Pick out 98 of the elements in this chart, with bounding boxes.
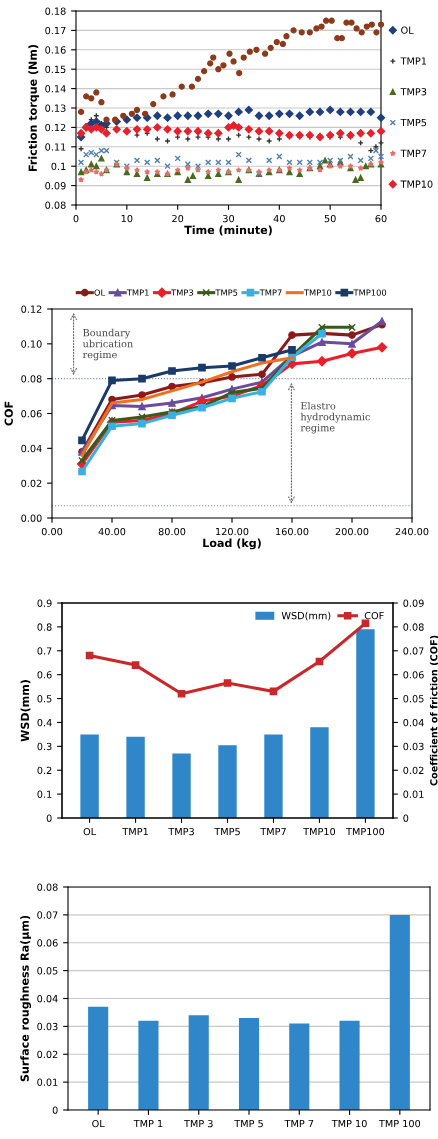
legend-label: TMP1 xyxy=(126,289,149,296)
y-tick-label: 0.6 xyxy=(37,671,52,679)
x-tick-label: 120.00 xyxy=(216,527,249,536)
y-tick-label: 0 xyxy=(46,814,52,822)
x-tick-label: TMP10 xyxy=(303,827,336,836)
legend-label: TMP3 xyxy=(400,88,427,96)
y-tick-label: 0.03 xyxy=(37,1022,58,1031)
y-tick-label: 0.9 xyxy=(37,599,52,607)
y-tick-label: 0.02 xyxy=(37,1050,58,1059)
annotation: Elastro hydrodynamic regime xyxy=(300,401,370,434)
y-tick-label: 0.16 xyxy=(45,46,66,54)
y-tick-label: 0.06 xyxy=(21,409,42,418)
legend-label: TMP5 xyxy=(400,118,427,127)
x-axis-title: Time (minute) xyxy=(184,225,272,236)
legend-label: COF xyxy=(364,611,384,620)
x-tick-label: TMP 7 xyxy=(284,1120,314,1128)
y-axis-title: WSD(mm) xyxy=(20,680,31,742)
legend-label: TMP7 xyxy=(400,149,427,157)
y-tick-label: 0.18 xyxy=(45,7,66,15)
y2-tick-label: 0.01 xyxy=(403,790,424,798)
y2-tick-label: 0.06 xyxy=(403,671,424,679)
y-tick-label: 0 xyxy=(52,1106,58,1114)
y-tick-label: 0.01 xyxy=(37,1078,58,1086)
y-tick-label: 0.7 xyxy=(37,647,52,655)
x-tick-label: TMP 10 xyxy=(331,1119,367,1128)
x-tick-label: TMP 3 xyxy=(183,1119,213,1128)
y2-tick-label: 0.02 xyxy=(403,766,424,775)
x-tick-label: OL xyxy=(92,1119,105,1128)
y-tick-label: 0.5 xyxy=(37,695,52,703)
y-tick-label: 0.05 xyxy=(37,967,58,975)
y2-tick-label: 0 xyxy=(403,814,409,822)
y-axis-title: COF xyxy=(4,401,13,426)
y2-tick-label: 0.04 xyxy=(403,718,424,727)
y-tick-label: 0.3 xyxy=(37,742,52,751)
legend-label: TMP10 xyxy=(303,289,332,296)
x-axis-title: Load (kg) xyxy=(203,538,261,550)
y-tick-label: 0.2 xyxy=(37,766,52,775)
y-tick-label: 0.15 xyxy=(45,65,66,74)
y-tick-label: 0.09 xyxy=(45,182,66,190)
x-tick-label: 10 xyxy=(121,214,133,223)
x-tick-label: OL xyxy=(83,827,97,836)
y2-axis-title: Coefficient of friction (COF) xyxy=(429,635,438,786)
y-axis-title: Surface roughness Ra(μm) xyxy=(20,915,32,1082)
y-tick-label: 0.08 xyxy=(21,375,42,383)
x-tick-label: TMP 100 xyxy=(378,1119,421,1128)
y2-tick-label: 0.07 xyxy=(403,647,424,655)
y-axis-title: Friction torque (Nm) xyxy=(28,44,40,171)
x-tick-label: TMP7 xyxy=(260,828,286,836)
legend-label: OL xyxy=(401,26,414,34)
x-tick-label: 30 xyxy=(223,214,235,223)
y-tick-label: 0.1 xyxy=(51,162,66,171)
y2-tick-label: 0.05 xyxy=(403,695,424,703)
y-tick-label: 0.12 xyxy=(45,123,66,132)
y-tick-label: 0.00 xyxy=(21,514,42,522)
x-tick-label: TMP1 xyxy=(122,828,148,836)
x-tick-label: 160.00 xyxy=(276,527,309,536)
y-tick-label: 0.08 xyxy=(45,201,66,209)
x-tick-label: 20 xyxy=(172,214,184,223)
x-tick-label: 40 xyxy=(273,214,285,223)
y-tick-label: 0.4 xyxy=(37,718,52,727)
y-tick-label: 0.14 xyxy=(45,85,66,93)
y-tick-label: 0.12 xyxy=(21,305,42,313)
y-tick-label: 0.07 xyxy=(37,911,58,919)
x-tick-label: TMP100 xyxy=(346,827,385,836)
y2-tick-label: 0.09 xyxy=(403,599,424,607)
y-tick-label: 0.04 xyxy=(21,444,42,453)
x-tick-label: 60 xyxy=(375,214,387,223)
x-tick-label: 200.00 xyxy=(335,527,369,536)
legend-label: TMP10 xyxy=(400,180,433,188)
x-tick-label: TMP 5 xyxy=(234,1120,263,1128)
y-tick-label: 0.08 xyxy=(37,883,58,891)
x-tick-label: TMP5 xyxy=(214,828,240,836)
x-tick-label: 40.00 xyxy=(98,527,126,536)
legend-label: TMP3 xyxy=(171,289,194,296)
x-tick-label: TMP3 xyxy=(168,827,194,836)
legend-label: TMP1 xyxy=(400,57,427,65)
x-tick-label: 50 xyxy=(324,214,336,223)
legend-label: TMP7 xyxy=(259,289,282,296)
y-tick-label: 0.8 xyxy=(37,623,52,631)
legend-label: OL xyxy=(94,289,106,296)
annotation: Boundary ubrication regime xyxy=(82,328,133,361)
y-tick-label: 0.1 xyxy=(37,790,52,798)
y-tick-label: 0.13 xyxy=(45,104,66,112)
legend-label: WSD(mm) xyxy=(281,611,331,621)
x-tick-label: 80.00 xyxy=(158,527,186,536)
legend-label: TMP5 xyxy=(215,289,238,296)
legend-label: TMP100 xyxy=(353,289,387,296)
y-tick-label: 0.04 xyxy=(37,994,58,1003)
y2-tick-label: 0.03 xyxy=(403,742,424,751)
y2-tick-label: 0.08 xyxy=(403,623,424,631)
y-tick-label: 0.11 xyxy=(45,143,66,151)
y-tick-label: 0.06 xyxy=(37,939,58,947)
y-tick-label: 0.17 xyxy=(45,26,66,35)
y-tick-label: 0.02 xyxy=(21,479,42,487)
x-tick-label: 240.00 xyxy=(395,527,429,536)
x-tick-label: 0 xyxy=(73,214,79,223)
x-tick-label: TMP 1 xyxy=(133,1120,163,1128)
y-tick-label: 0.10 xyxy=(21,340,42,348)
